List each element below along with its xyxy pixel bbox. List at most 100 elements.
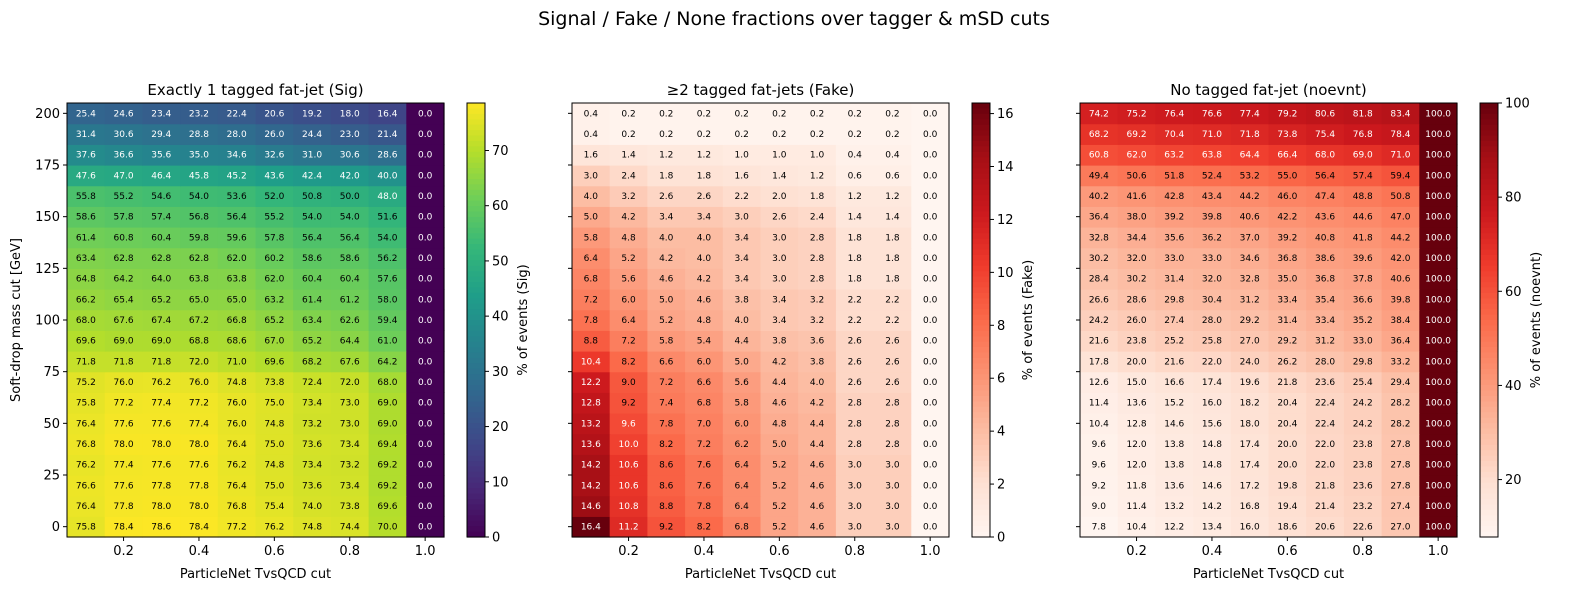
colorbar-segment — [972, 119, 990, 126]
heatmap-cell — [293, 454, 332, 476]
heatmap-cell — [685, 165, 724, 187]
heatmap-cell — [647, 330, 686, 352]
x-axis-label: ParticleNet TvsQCD cut — [180, 567, 331, 582]
cell-value-label: 100.0 — [1425, 295, 1451, 305]
cell-value-label: 2.8 — [810, 233, 825, 243]
heatmap-cell — [572, 206, 611, 228]
cell-value-label: 22.0 — [1315, 461, 1335, 471]
colorbar-segment — [467, 265, 485, 272]
x-tick-label: 0.6 — [264, 544, 285, 559]
heatmap-cell — [1155, 247, 1194, 269]
cell-value-label: 40.2 — [1089, 192, 1109, 202]
cell-value-label: 71.0 — [1202, 130, 1222, 140]
heatmap-cell — [760, 475, 799, 497]
cell-value-label: 8.2 — [697, 523, 711, 533]
cell-value-label: 4.4 — [772, 378, 787, 388]
cell-value-label: 73.4 — [340, 440, 360, 450]
heatmap-cell — [572, 227, 611, 249]
heatmap-cell — [180, 165, 219, 187]
heatmap-cell — [217, 475, 257, 497]
cell-value-label: 1.8 — [885, 233, 900, 243]
heatmap-cell — [330, 165, 370, 187]
cell-value-label: 75.4 — [264, 502, 284, 512]
heatmap-cell — [104, 433, 143, 455]
cell-value-label: 36.4 — [1390, 337, 1410, 347]
x-tick-label: 1.0 — [415, 544, 436, 559]
heatmap-cell — [1230, 165, 1270, 187]
cell-value-label: 1.2 — [810, 171, 824, 181]
cell-value-label: 4.6 — [697, 295, 712, 305]
cell-value-label: 50.6 — [1127, 171, 1147, 181]
heatmap-cell — [180, 351, 219, 373]
colorbar-tick-label: 2 — [997, 478, 1005, 493]
cell-value-label: 10.4 — [581, 357, 601, 367]
heatmap-cell — [1381, 144, 1420, 166]
cell-value-label: 22.0 — [1315, 440, 1335, 450]
colorbar-segment — [1480, 347, 1498, 354]
colorbar-segment — [1480, 227, 1498, 234]
cell-value-label: 58.6 — [340, 254, 360, 264]
heatmap-cell — [1117, 123, 1156, 145]
cell-value-label: 3.0 — [885, 502, 900, 512]
cell-value-label: 100.0 — [1425, 378, 1451, 388]
cell-value-label: 2.2 — [848, 316, 862, 326]
heatmap-cell — [406, 495, 445, 517]
cell-value-label: 67.4 — [151, 316, 171, 326]
cell-value-label: 4.4 — [734, 337, 749, 347]
heatmap-cell — [1117, 413, 1156, 435]
y-tick-label: 150 — [35, 210, 60, 225]
heatmap-cell — [406, 433, 445, 455]
heatmap-cell — [293, 123, 332, 145]
cell-value-label: 4.0 — [810, 378, 825, 388]
cell-value-label: 0.0 — [923, 233, 938, 243]
heatmap-cell — [609, 413, 648, 435]
cell-value-label: 0.0 — [418, 378, 433, 388]
cell-value-label: 100.0 — [1425, 130, 1451, 140]
heatmap-cell — [1080, 351, 1119, 373]
cell-value-label: 46.4 — [151, 171, 171, 181]
cell-value-label: 22.0 — [1202, 357, 1222, 367]
cell-value-label: 27.8 — [1390, 440, 1410, 450]
heatmap-cell — [1381, 289, 1420, 311]
cell-value-label: 0.2 — [621, 109, 635, 119]
heatmap-cell — [142, 103, 181, 125]
heatmap-cell — [104, 123, 143, 145]
heatmap-cell — [1268, 495, 1307, 517]
heatmap-cell — [835, 185, 875, 207]
heatmap-cell — [142, 413, 181, 435]
heatmap-cell — [330, 413, 370, 435]
heatmap-cell — [1343, 330, 1383, 352]
colorbar-segment — [972, 499, 990, 506]
heatmap-cell — [1268, 309, 1307, 331]
heatmap-cell — [142, 206, 181, 228]
heatmap-cell — [104, 351, 143, 373]
colorbar-segment — [467, 124, 485, 131]
cell-value-label: 1.0 — [810, 151, 825, 161]
heatmap-cell — [368, 185, 407, 207]
cell-value-label: 24.6 — [114, 109, 134, 119]
colorbar-segment — [467, 374, 485, 381]
heatmap-cell — [1117, 330, 1156, 352]
colorbar-segment — [467, 303, 485, 310]
heatmap-cell — [1155, 475, 1194, 497]
cell-value-label: 3.8 — [772, 337, 787, 347]
cell-value-label: 35.0 — [1277, 275, 1297, 285]
heatmap-cell — [330, 330, 370, 352]
heatmap-cell — [1080, 268, 1119, 290]
heatmap-cell — [1343, 454, 1383, 476]
colorbar-segment — [1480, 363, 1498, 370]
colorbar-segment — [972, 206, 990, 213]
cell-value-label: 23.8 — [1353, 440, 1373, 450]
colorbar-segment — [1480, 282, 1498, 289]
cell-value-label: 23.6 — [1315, 378, 1335, 388]
heatmap-cell — [217, 268, 257, 290]
cell-value-label: 35.6 — [151, 151, 171, 161]
heatmap-cell — [609, 516, 648, 538]
cell-value-label: 0.0 — [418, 295, 433, 305]
heatmap-cell — [406, 413, 445, 435]
heatmap-cell — [911, 289, 950, 311]
cell-value-label: 45.2 — [227, 171, 247, 181]
cell-value-label: 18.6 — [1277, 523, 1297, 533]
heatmap-cell — [217, 185, 257, 207]
heatmap-cell — [760, 144, 799, 166]
